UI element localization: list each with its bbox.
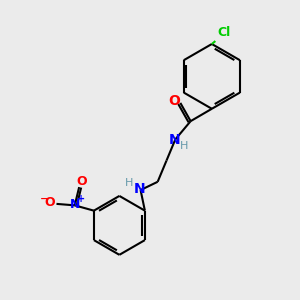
Text: N: N xyxy=(133,182,145,196)
Text: N: N xyxy=(168,133,180,147)
Text: O: O xyxy=(168,94,180,108)
Text: H: H xyxy=(180,141,188,151)
Text: +: + xyxy=(76,194,85,205)
Text: Cl: Cl xyxy=(217,26,230,39)
Text: −: − xyxy=(39,194,49,204)
Text: H: H xyxy=(124,178,133,188)
Text: O: O xyxy=(45,196,55,209)
Text: O: O xyxy=(76,175,87,188)
Text: N: N xyxy=(70,198,80,211)
